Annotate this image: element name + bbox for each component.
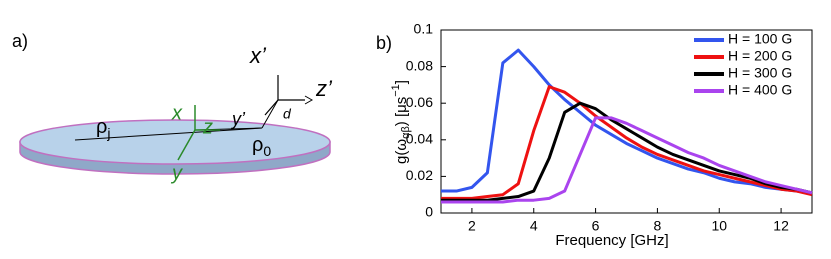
panel-a: a) x’ z’ y’ d x z y ρj ρ0 [12, 31, 333, 185]
y-tick-label: 0 [425, 204, 433, 220]
x-tick-label: 10 [711, 218, 727, 234]
y-tick-label: 0.06 [406, 94, 433, 110]
rho: ρ [96, 116, 107, 138]
d-line [261, 99, 279, 129]
legend-label: H = 200 G [728, 48, 792, 64]
subscript: j [106, 125, 110, 141]
ylabel-part: ] [393, 80, 410, 84]
y-tick-label: 0.02 [406, 167, 433, 183]
axis-y-primed [264, 99, 279, 116]
y-tick-label: 0.04 [406, 131, 433, 147]
ylabel-part: ) [μs [393, 97, 410, 126]
label-x-primed: x’ [249, 43, 267, 68]
legend-label: H = 300 G [728, 65, 792, 81]
legend-label: H = 400 G [728, 82, 792, 98]
rho: ρ [252, 134, 263, 156]
x-tick-label: 6 [592, 218, 600, 234]
x-tick-label: 8 [654, 218, 662, 234]
ylabel-sup: −1 [390, 84, 402, 97]
series-line [441, 116, 813, 204]
panel-label: b) [376, 33, 392, 53]
label-z: z [202, 116, 213, 138]
x-tick-label: 4 [530, 218, 538, 234]
arrow [304, 95, 314, 105]
ylabel-sub: αβ [400, 126, 412, 139]
label-y: y [170, 162, 183, 184]
x-tick-label: 12 [773, 218, 789, 234]
panel-label: a) [12, 31, 28, 51]
y-axis-label: g(ωαβ) [μs−1] [390, 80, 412, 164]
disk-top [19, 119, 331, 165]
axis-y [177, 129, 196, 161]
x-axis-label: Frequency [GHz] [555, 232, 668, 249]
series-line [441, 48, 813, 195]
label-z-primed: z’ [315, 76, 333, 101]
subscript: 0 [263, 143, 271, 159]
x-tick-label: 2 [468, 218, 476, 234]
ylabel-part: g(ω [393, 139, 410, 164]
plot-frame [440, 29, 813, 214]
rho-j-line [74, 127, 263, 141]
series-line [441, 101, 813, 202]
legend-label: H = 100 G [728, 31, 792, 47]
label-y-primed: y’ [230, 109, 246, 129]
label-rho-0: ρ0 [252, 134, 271, 158]
series-line [441, 85, 813, 200]
label-rho-j: ρj [96, 116, 111, 140]
y-tick-label: 0.08 [406, 57, 433, 73]
label-d: d [283, 106, 292, 122]
panel-b: b) Frequency [GHz] g(ωαβ) [μs−1] 2 4 6 8 10 1… [376, 21, 813, 249]
label-x: x [171, 102, 183, 124]
y-tick-label: 0.1 [414, 21, 434, 37]
